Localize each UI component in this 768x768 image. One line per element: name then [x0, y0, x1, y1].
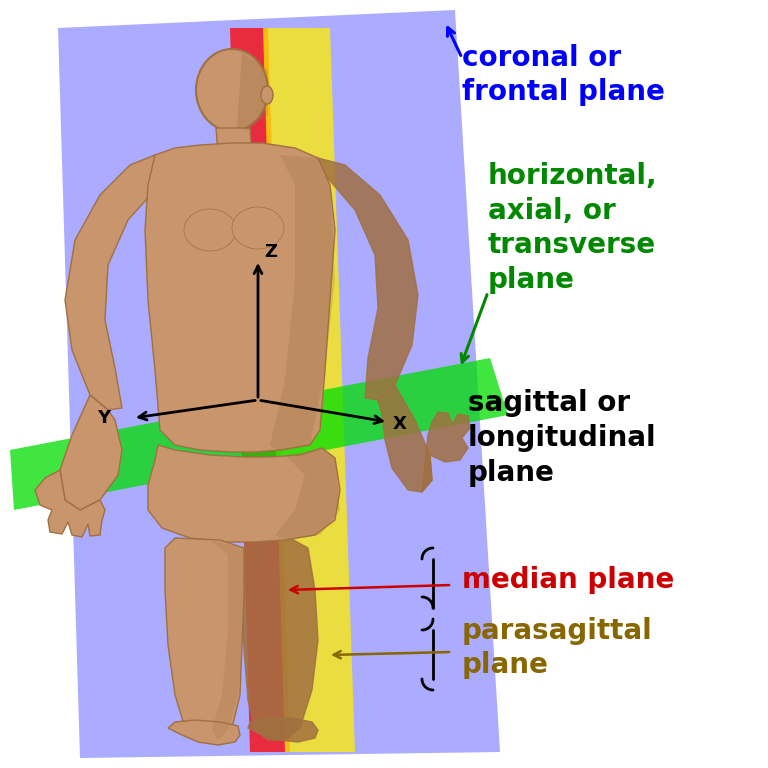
Polygon shape [65, 155, 168, 410]
Polygon shape [422, 412, 470, 492]
Polygon shape [275, 448, 340, 540]
Polygon shape [165, 538, 244, 740]
Polygon shape [10, 358, 508, 510]
Polygon shape [270, 155, 335, 452]
Polygon shape [60, 395, 122, 510]
Polygon shape [168, 720, 240, 745]
Text: median plane: median plane [462, 566, 674, 594]
Polygon shape [148, 445, 340, 542]
Polygon shape [216, 128, 252, 155]
Polygon shape [378, 385, 432, 492]
Polygon shape [58, 10, 500, 758]
Text: Z: Z [264, 243, 277, 261]
Text: parasagittal
plane: parasagittal plane [462, 617, 653, 680]
Text: horizontal,
axial, or
transverse
plane: horizontal, axial, or transverse plane [488, 162, 657, 294]
Polygon shape [145, 143, 335, 452]
Polygon shape [237, 52, 268, 130]
Polygon shape [230, 28, 290, 752]
Polygon shape [248, 718, 318, 742]
Polygon shape [263, 28, 355, 752]
Polygon shape [242, 538, 318, 740]
Polygon shape [308, 158, 418, 400]
Text: X: X [393, 415, 407, 433]
Ellipse shape [261, 86, 273, 104]
Text: Y: Y [97, 409, 110, 427]
Ellipse shape [232, 207, 284, 249]
Text: sagittal or
longitudinal
plane: sagittal or longitudinal plane [468, 389, 657, 487]
Polygon shape [210, 540, 244, 740]
Ellipse shape [196, 49, 268, 131]
Text: coronal or
frontal plane: coronal or frontal plane [462, 44, 665, 106]
Ellipse shape [184, 209, 236, 251]
Polygon shape [35, 470, 105, 537]
